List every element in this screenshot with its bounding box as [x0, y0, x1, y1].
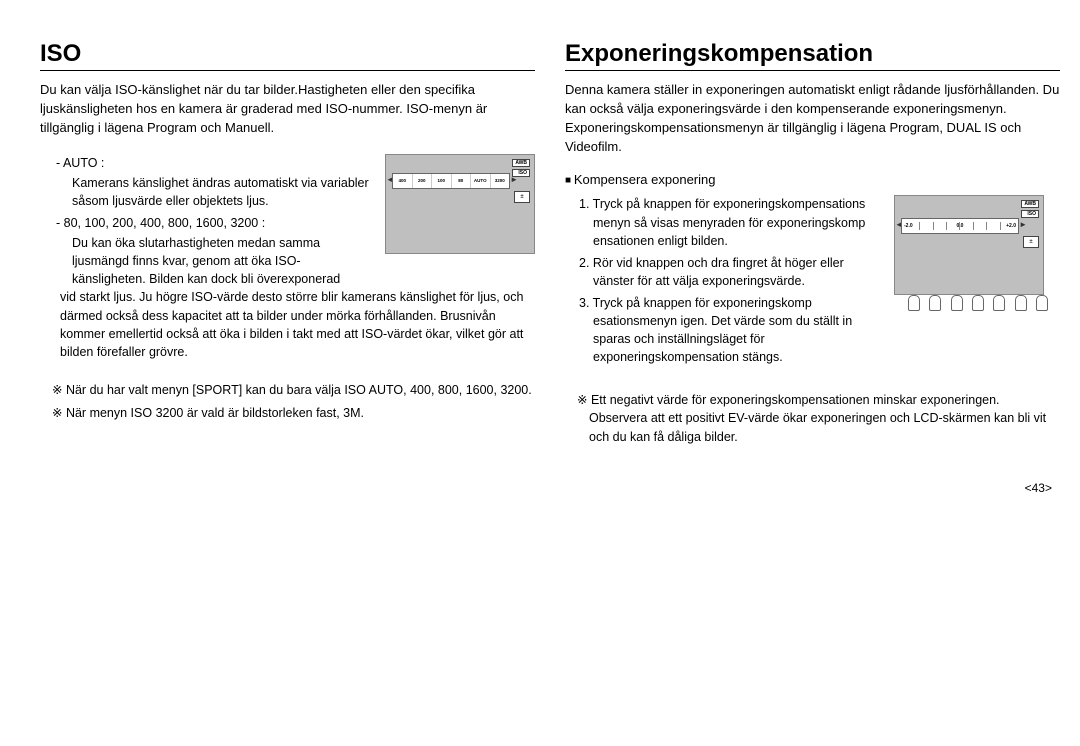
right-column: Exponeringskompensation Denna kamera stä… [565, 40, 1060, 451]
arrow-right-icon: ► [510, 175, 518, 184]
iso-cell: 400 [393, 174, 413, 188]
finger-icon [906, 291, 920, 313]
expo-step-3: 3. Tryck på knappen för exponeringskomp … [593, 294, 882, 367]
iso-body-cont: vid starkt ljus. Ju högre ISO-värde dest… [40, 288, 535, 361]
plusminus-icon: ± [514, 191, 530, 203]
finger-icons [894, 291, 1060, 313]
lcd2-badge-awb: AWB [1021, 200, 1039, 208]
expo-lcd-illustration: AWB ISO ◄ -2.0 0.0 +2.0 ► ± [894, 195, 1044, 295]
iso-cell: 200 [413, 174, 433, 188]
iso-heading: ISO [40, 40, 535, 71]
page-number: <43> [0, 481, 1080, 495]
finger-icon [970, 291, 984, 313]
iso-note-2: När menyn ISO 3200 är vald är bildstorle… [52, 404, 535, 423]
iso-lcd-illustration: AWB ISO ◄ 400 200 100 80 AUTO 3200 ► ± [385, 154, 535, 254]
finger-icon [1034, 291, 1048, 313]
left-column: ISO Du kan välja ISO-känslighet när du t… [40, 40, 535, 451]
expo-heading: Exponeringskompensation [565, 40, 1060, 71]
iso-intro: Du kan välja ISO-känslighet när du tar b… [40, 81, 535, 138]
finger-icon [1013, 291, 1027, 313]
iso-cell: 80 [452, 174, 472, 188]
expo-step-2: 2. Rör vid knappen och dra fingret åt hö… [593, 254, 882, 290]
lcd2-badge-iso: ISO [1021, 210, 1039, 218]
plusminus-icon: ± [1023, 236, 1039, 248]
iso-cell: AUTO [471, 174, 491, 188]
finger-icon [991, 291, 1005, 313]
iso-note-1: När du har valt menyn [SPORT] kan du bar… [52, 381, 535, 400]
expo-intro: Denna kamera ställer in exponeringen aut… [565, 81, 1060, 156]
finger-icon [927, 291, 941, 313]
finger-icon [949, 291, 963, 313]
iso-body: Du kan öka slutarhastigheten medan samma… [52, 234, 373, 288]
expo-note-1: Ett negativt värde för exponeringskompen… [577, 391, 1060, 447]
auto-body: Kamerans känslighet ändras automatiskt v… [52, 174, 373, 210]
expo-subheading: Kompensera exponering [565, 172, 1060, 187]
lcd-badge-awb: AWB [512, 159, 530, 167]
iso-cell: 3200 [491, 174, 510, 188]
iso-cell: 100 [432, 174, 452, 188]
auto-label: AUTO : [52, 154, 373, 172]
iso-values-label: 80, 100, 200, 400, 800, 1600, 3200 : [52, 214, 373, 232]
expo-step-1: 1. Tryck på knappen för exponeringskompe… [593, 195, 882, 249]
arrow-right-icon: ► [1019, 220, 1027, 229]
